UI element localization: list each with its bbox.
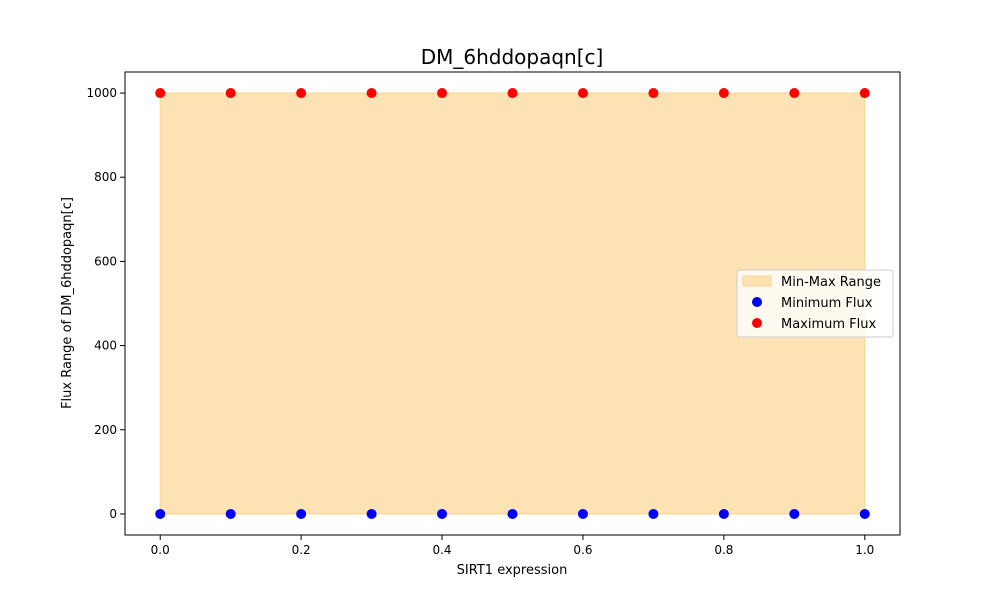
x-tick-label: 0.4 xyxy=(432,543,451,557)
maximum-flux-point xyxy=(507,88,518,99)
axes-frame xyxy=(124,71,901,536)
minimum-flux-point xyxy=(577,508,588,519)
maximum-flux-point xyxy=(225,88,236,99)
x-tick-label: 0.2 xyxy=(292,543,311,557)
legend: Min-Max Range Minimum Flux Maximum Flux xyxy=(736,269,894,338)
x-tick-label: 0.6 xyxy=(573,543,592,557)
x-tick-label: 0.8 xyxy=(714,543,733,557)
legend-label-min-max-range: Min-Max Range xyxy=(781,275,881,290)
minimum-flux-point xyxy=(225,508,236,519)
minimum-flux-point xyxy=(859,508,870,519)
maximum-flux-point xyxy=(718,88,729,99)
plot-area xyxy=(155,88,870,519)
minimum-flux-point xyxy=(155,508,166,519)
y-axis-ticks: 0 200 400 600 800 1000 xyxy=(86,86,125,521)
legend-marker-minimum-flux xyxy=(752,297,762,307)
maximum-flux-point xyxy=(296,88,307,99)
maximum-flux-point xyxy=(366,88,377,99)
minimum-flux-point xyxy=(507,508,518,519)
minimum-flux-point xyxy=(296,508,307,519)
legend-swatch-min-max-range xyxy=(742,275,772,287)
legend-box xyxy=(736,269,894,338)
y-tick-label: 800 xyxy=(94,170,117,184)
x-tick-label: 0.0 xyxy=(151,543,170,557)
minimum-flux-point xyxy=(718,508,729,519)
x-axis-ticks: 0.0 0.2 0.4 0.6 0.8 1.0 xyxy=(151,535,874,557)
x-tick-label: 1.0 xyxy=(855,543,874,557)
x-axis-label: SIRT1 expression xyxy=(457,563,568,578)
maximum-flux-point xyxy=(437,88,448,99)
chart-title: DM_6hddopaqn[c] xyxy=(421,45,604,69)
maximum-flux-point xyxy=(155,88,166,99)
maximum-flux-point xyxy=(859,88,870,99)
y-tick-label: 200 xyxy=(94,423,117,437)
y-tick-label: 1000 xyxy=(86,86,117,100)
y-tick-label: 400 xyxy=(94,339,117,353)
legend-label-minimum-flux: Minimum Flux xyxy=(781,296,873,311)
minimum-flux-point xyxy=(366,508,377,519)
minimum-flux-point xyxy=(789,508,800,519)
y-axis-label: Flux Range of DM_6hddopaqn[c] xyxy=(60,197,75,409)
maximum-flux-point xyxy=(789,88,800,99)
legend-label-maximum-flux: Maximum Flux xyxy=(781,317,877,332)
y-tick-label: 600 xyxy=(94,254,117,268)
maximum-flux-point xyxy=(577,88,588,99)
y-tick-label: 0 xyxy=(109,507,117,521)
minimum-flux-point xyxy=(648,508,659,519)
minimum-flux-point xyxy=(437,508,448,519)
maximum-flux-point xyxy=(648,88,659,99)
legend-marker-maximum-flux xyxy=(752,318,762,328)
